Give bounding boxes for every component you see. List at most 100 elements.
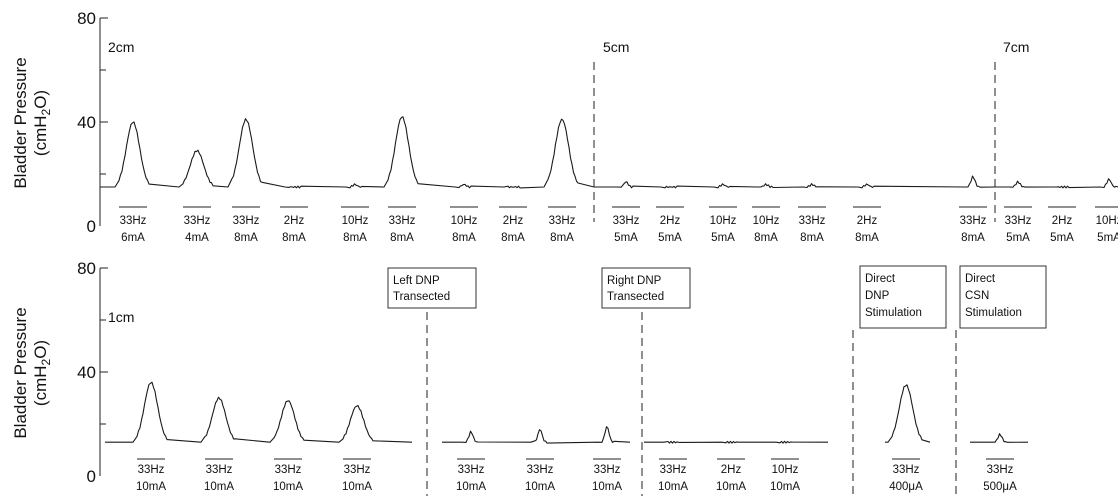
top-stimulus-amplitude: 8mA <box>855 232 879 244</box>
annotation-line: Transected <box>393 291 450 303</box>
annotation-line: CSN <box>965 290 989 302</box>
top-stimulus-frequency: 33Hz <box>1005 215 1032 227</box>
annotation-box <box>859 265 947 329</box>
top-ytick-label-80: 80 <box>77 9 96 28</box>
top-stimulus-group: 33Hz 6mA 33Hz 4mA 33Hz 8mA 2Hz 8mA 10Hz 8mA 33Hz 8m… <box>119 206 1118 244</box>
top-stimulus-frequency: 10Hz <box>710 215 737 227</box>
top-stimulus-frequency: 10Hz <box>451 215 478 227</box>
bottom-stimulus-frequency: 33Hz <box>458 464 485 476</box>
bottom-pressure-trace <box>105 381 1029 444</box>
top-stimulus-amplitude: 8mA <box>501 232 525 244</box>
top-stimulus-frequency: 33Hz <box>389 215 416 227</box>
top-stimulus-amplitude: 8mA <box>390 232 414 244</box>
annotation-line: Stimulation <box>865 307 922 319</box>
top-stimulus-frequency: 10Hz <box>1096 215 1118 227</box>
bottom-stimulus-amplitude: 10mA <box>592 481 622 493</box>
top-stimulus-frequency: 33Hz <box>120 215 147 227</box>
bottom-stimulus-frequency: 33Hz <box>138 464 165 476</box>
bottom-distance-1cm: 1cm <box>108 309 134 325</box>
top-stimulus-amplitude: 8mA <box>282 232 306 244</box>
bottom-stimulus-amplitude: 500μA <box>983 481 1017 493</box>
bottom-stimulus-amplitude: 10mA <box>342 481 372 493</box>
top-stimulus-amplitude: 5mA <box>1006 232 1030 244</box>
top-stimulus-amplitude: 8mA <box>343 232 367 244</box>
annotation-direct-dnp-stimulation: Direct DNP Stimulation <box>859 265 947 329</box>
bottom-stimulus-amplitude: 10mA <box>136 481 166 493</box>
annotation-line: Transected <box>607 291 664 303</box>
top-distance-2cm: 2cm <box>108 39 134 55</box>
top-distance-7cm: 7cm <box>1003 39 1029 55</box>
bottom-stimulus-frequency: 33Hz <box>275 464 302 476</box>
top-stimulus-amplitude: 8mA <box>234 232 258 244</box>
bottom-stimulus-frequency: 2Hz <box>721 464 742 476</box>
top-y-axis-label: Bladder Pressure <box>11 57 30 188</box>
bottom-y-axis-label: Bladder Pressure <box>11 307 30 438</box>
bottom-stimulus-amplitude: 10mA <box>456 481 486 493</box>
annotation-box <box>959 265 1047 329</box>
bottom-stimulus-amplitude: 10mA <box>716 481 746 493</box>
annotation-line: Right DNP <box>607 275 662 287</box>
bottom-stimulus-amplitude: 400μA <box>889 481 923 493</box>
annotation-line: Direct <box>965 273 996 285</box>
annotation-line: Stimulation <box>965 307 1022 319</box>
bottom-stimulus-frequency: 33Hz <box>594 464 621 476</box>
top-ytick-label-40: 40 <box>77 113 96 132</box>
bottom-stimulus-group: 33Hz 10mA 33Hz 10mA 33Hz 10mA 33Hz 10mA 33Hz 10mA… <box>136 458 1017 493</box>
annotation-line: Left DNP <box>393 275 440 287</box>
bottom-ytick-label-40: 40 <box>77 363 96 382</box>
top-stimulus-frequency: 33Hz <box>960 215 987 227</box>
top-stimulus-amplitude: 5mA <box>1050 232 1074 244</box>
annotation-right-dnp-transected: Right DNP Transected <box>601 267 691 309</box>
top-stimulus-amplitude: 8mA <box>961 232 985 244</box>
annotation-line: Direct <box>865 273 896 285</box>
top-stimulus-frequency: 33Hz <box>549 215 576 227</box>
top-stimulus-amplitude: 8mA <box>800 232 824 244</box>
top-stimulus-frequency: 33Hz <box>799 215 826 227</box>
top-panel: 80 40 0 Bladder Pressure (cmH2O) 33Hz 6mA… <box>11 9 1118 244</box>
top-stimulus-frequency: 2Hz <box>660 215 681 227</box>
top-stimulus-amplitude: 5mA <box>658 232 682 244</box>
top-stimulus-frequency: 2Hz <box>1052 215 1073 227</box>
top-ytick-label-0: 0 <box>87 217 96 236</box>
top-stimulus-amplitude: 8mA <box>550 232 574 244</box>
top-stimulus-amplitude: 5mA <box>1097 232 1118 244</box>
top-stimulus-frequency: 33Hz <box>233 215 260 227</box>
bottom-stimulus-amplitude: 10mA <box>204 481 234 493</box>
top-stimulus-amplitude: 8mA <box>452 232 476 244</box>
top-stimulus-frequency: 2Hz <box>503 215 524 227</box>
bottom-stimulus-frequency: 33Hz <box>987 464 1014 476</box>
bottom-stimulus-frequency: 33Hz <box>660 464 687 476</box>
bottom-stimulus-amplitude: 10mA <box>273 481 303 493</box>
annotation-box <box>601 267 691 309</box>
bottom-stimulus-amplitude: 10mA <box>525 481 555 493</box>
annotation-left-dnp-transected: Left DNP Transected <box>387 267 477 309</box>
bottom-y-axis-unit: (cmH2O) <box>31 340 53 406</box>
bottom-stimulus-frequency: 33Hz <box>206 464 233 476</box>
top-stimulus-frequency: 10Hz <box>342 215 369 227</box>
top-distance-5cm: 5cm <box>603 39 629 55</box>
bottom-ytick-label-0: 0 <box>87 467 96 486</box>
bottom-ytick-label-80: 80 <box>77 259 96 278</box>
top-y-axis-unit: (cmH2O) <box>31 90 53 156</box>
top-stimulus-amplitude: 4mA <box>185 232 209 244</box>
annotation-direct-csn-stimulation: Direct CSN Stimulation <box>959 265 1047 329</box>
bottom-panel: 80 40 0 Bladder Pressure (cmH2O) 33Hz 10m… <box>11 259 1047 496</box>
bottom-stimulus-frequency: 33Hz <box>893 464 920 476</box>
top-stimulus-amplitude: 6mA <box>121 232 145 244</box>
bottom-stimulus-amplitude: 10mA <box>770 481 800 493</box>
annotation-line: DNP <box>865 290 890 302</box>
top-stimulus-frequency: 10Hz <box>753 215 780 227</box>
top-stimulus-frequency: 33Hz <box>613 215 640 227</box>
top-stimulus-frequency: 33Hz <box>184 215 211 227</box>
top-stimulus-amplitude: 5mA <box>614 232 638 244</box>
top-stimulus-frequency: 2Hz <box>284 215 305 227</box>
top-stimulus-frequency: 2Hz <box>857 215 878 227</box>
top-pressure-trace <box>100 116 1118 189</box>
bottom-stimulus-amplitude: 10mA <box>658 481 688 493</box>
top-stimulus-amplitude: 8mA <box>754 232 778 244</box>
bottom-stimulus-frequency: 33Hz <box>344 464 371 476</box>
annotation-box <box>387 267 477 309</box>
bottom-stimulus-frequency: 33Hz <box>527 464 554 476</box>
bottom-stimulus-frequency: 10Hz <box>772 464 799 476</box>
